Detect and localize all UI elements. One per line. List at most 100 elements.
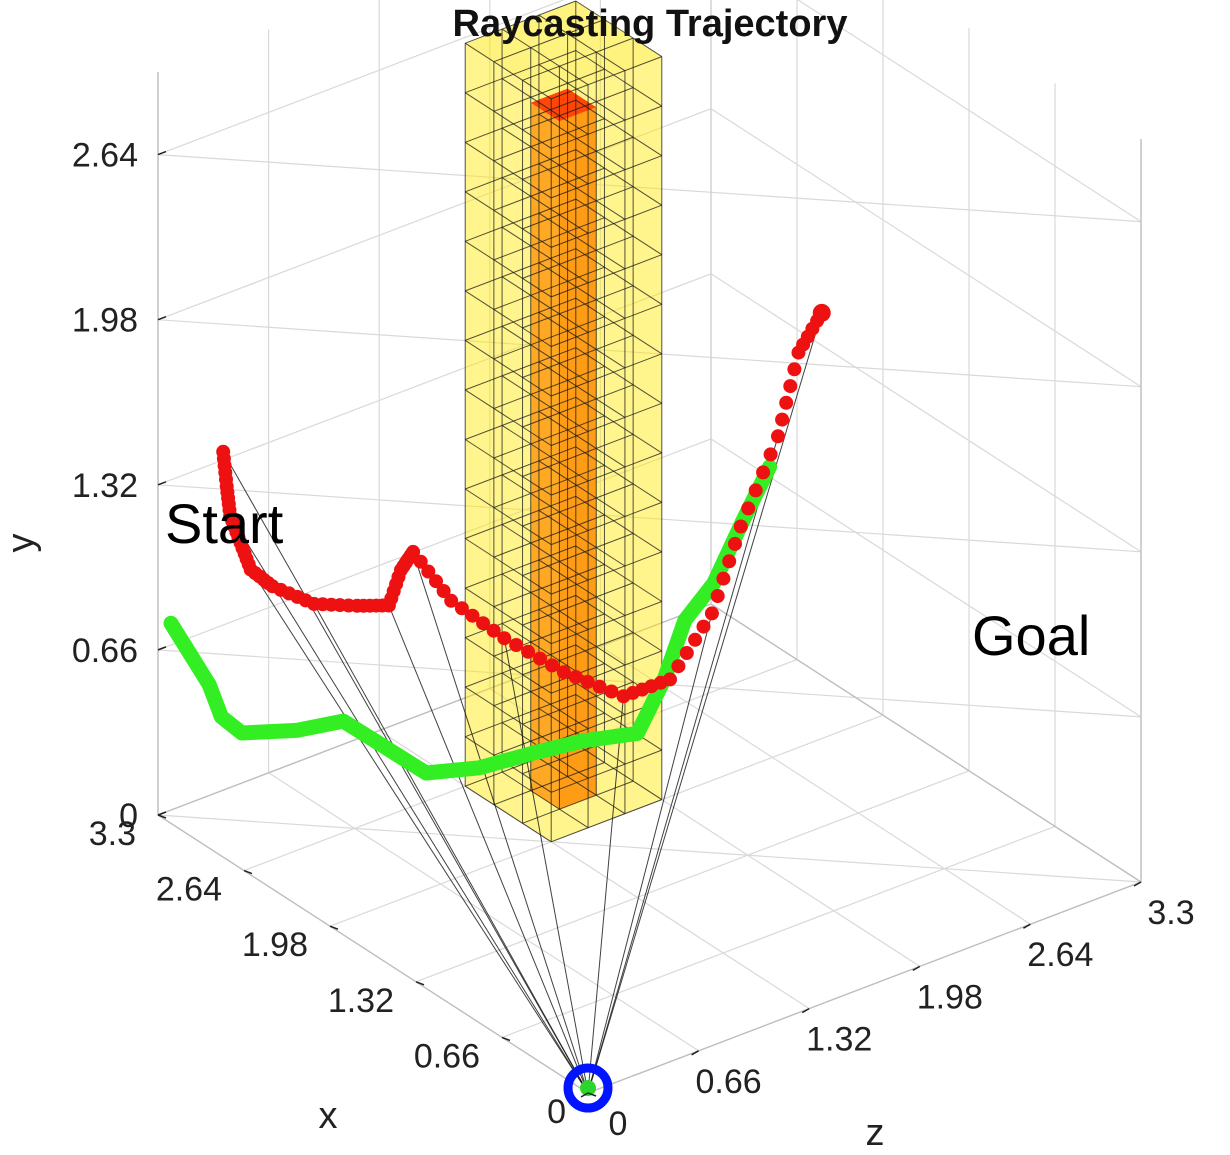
voxel-edge — [522, 235, 634, 279]
x-tick — [157, 814, 167, 819]
floor-grid-line — [415, 770, 970, 983]
ray-line — [313, 603, 589, 1094]
voxel-edge — [575, 0, 663, 58]
voxel-edge — [575, 545, 663, 602]
ray-line — [250, 569, 589, 1094]
x-tick — [243, 869, 253, 875]
voxel-edge — [522, 186, 634, 230]
voxel-edge — [538, 509, 626, 567]
voxel-edge — [551, 551, 662, 595]
voxel-edge — [551, 501, 662, 546]
voxel-edge — [551, 799, 662, 843]
voxel-edge — [538, 609, 626, 666]
trajectory-point — [497, 631, 512, 646]
voxel-edge — [493, 19, 605, 63]
voxel-edge — [575, 743, 663, 801]
voxel-edge — [538, 460, 626, 517]
voxel-edge — [501, 474, 589, 531]
voxel-edge — [575, 297, 663, 355]
core-face-side — [530, 102, 560, 810]
voxel-edge — [501, 127, 589, 185]
voxel-edge — [538, 410, 626, 468]
voxel-edge — [551, 749, 662, 793]
trajectory-point — [787, 362, 802, 377]
x-tick — [587, 1092, 597, 1097]
ray-line — [587, 696, 624, 1094]
voxel-edge — [538, 361, 626, 418]
voxel-edge — [501, 424, 589, 482]
voxel-edge — [538, 757, 626, 815]
trajectory-point — [733, 519, 748, 534]
voxel-edge — [551, 105, 662, 149]
voxel-edge — [465, 446, 576, 490]
wall-grid-line — [157, 814, 1142, 883]
voxel-edge — [501, 623, 589, 680]
voxel-edge — [465, 0, 576, 44]
y-tick — [157, 481, 167, 486]
trajectory-point — [406, 544, 421, 559]
trajectory-point — [696, 619, 711, 634]
voxel-edge — [575, 594, 663, 652]
voxel-edge — [464, 785, 552, 843]
sensor-ring — [563, 1063, 613, 1113]
ray-line — [412, 551, 589, 1094]
voxel-edge — [464, 587, 552, 645]
axis-ticks: 00.661.321.982.6400.661.321.982.643.300.… — [72, 137, 1195, 1143]
voxel-edge — [493, 712, 605, 756]
voxel-edge — [493, 415, 605, 459]
voxel-edge — [465, 644, 576, 688]
voxel-edge — [493, 217, 605, 261]
voxel-edge — [465, 99, 576, 143]
voxel-edge — [465, 248, 576, 292]
voxel-edge — [538, 113, 626, 171]
z-tick-label: 1.98 — [917, 978, 983, 1016]
trajectory-point — [748, 483, 763, 498]
voxel-edge — [522, 384, 634, 428]
ray-line — [388, 605, 589, 1094]
voxel-edge — [538, 559, 626, 616]
voxel-obstacle — [464, 0, 663, 843]
voxel-edge — [465, 149, 576, 193]
voxel-edge — [501, 375, 589, 432]
executed-path-series — [163, 459, 778, 781]
trajectory-point — [421, 564, 436, 579]
voxel-edge — [464, 637, 552, 694]
sensor-center — [580, 1080, 596, 1096]
ray-line — [503, 638, 589, 1094]
voxel-edge — [464, 240, 552, 298]
z-tick — [801, 1007, 810, 1014]
voxel-edge — [465, 495, 576, 539]
trajectory-point — [775, 412, 790, 427]
voxel-edge — [465, 347, 576, 391]
voxel-edge — [493, 365, 605, 409]
y-tick-label: 0 — [119, 797, 138, 835]
y-tick-label: 1.98 — [72, 302, 138, 340]
z-tick — [1133, 881, 1142, 887]
voxel-edge — [551, 650, 662, 694]
voxel-edge — [493, 514, 605, 558]
voxel-edge — [493, 762, 605, 806]
wall-grid-line — [157, 154, 1142, 223]
sensor-origin — [563, 1063, 613, 1113]
voxel-edge — [575, 495, 663, 553]
voxel-edge — [464, 92, 552, 149]
z-tick-label: 2.64 — [1027, 936, 1093, 974]
trajectory-point — [722, 554, 737, 569]
voxel-edge — [464, 290, 552, 347]
trajectory-point — [779, 395, 794, 410]
ray-lines — [222, 312, 823, 1094]
x-tick — [329, 925, 339, 930]
trajectory-point — [710, 589, 725, 603]
x-tick-label: 1.98 — [242, 926, 308, 964]
trajectory-point — [763, 447, 778, 462]
z-tick — [912, 965, 921, 972]
voxel-edge — [575, 694, 663, 751]
voxel-edge — [575, 50, 663, 107]
voxel-edge — [522, 632, 634, 676]
z-tick — [1023, 923, 1031, 929]
trajectory-point — [476, 616, 491, 631]
voxel-edge — [464, 389, 552, 446]
trajectory-point — [741, 501, 756, 516]
voxel-edge — [465, 545, 576, 589]
start-annotation: Start — [165, 492, 284, 555]
